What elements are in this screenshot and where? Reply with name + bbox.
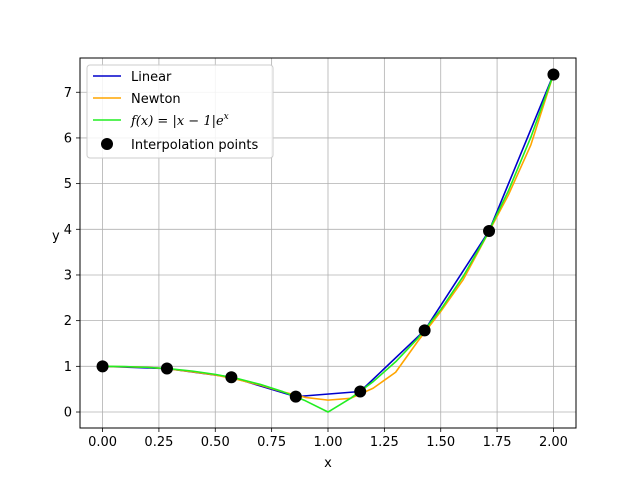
interpolation-point (160, 362, 173, 375)
legend-label-function: f(x) = |x − 1|ex (130, 112, 229, 129)
legend-label-function-exponent: x (224, 112, 229, 122)
interpolation-point (547, 68, 560, 81)
x-tick-label: 0.00 (88, 435, 117, 450)
interpolation-point (354, 385, 367, 398)
x-tick-label: 2.00 (539, 435, 568, 450)
y-axis-label: y (52, 229, 60, 244)
x-tick-label: 0.25 (144, 435, 173, 450)
x-tick-label: 1.75 (483, 435, 512, 450)
y-tick-label: 3 (64, 268, 72, 283)
legend-box (86, 64, 274, 159)
legend-label-points: Interpolation points (131, 138, 258, 153)
interpolation-point (225, 371, 238, 384)
x-tick-label: 1.25 (370, 435, 399, 450)
y-tick-label: 5 (64, 177, 72, 192)
legend-label-function-base: f(x) = |x − 1|e (130, 114, 224, 129)
y-tick-label: 4 (64, 223, 72, 238)
y-tick-label: 6 (64, 131, 72, 146)
interpolation-point (96, 360, 109, 373)
plot-area (96, 68, 560, 413)
y-tick-label: 1 (64, 360, 72, 375)
legend-label-linear: Linear (131, 70, 172, 85)
interpolation-point (483, 224, 496, 237)
y-tick-label: 7 (64, 86, 72, 101)
x-tick-label: 0.50 (201, 435, 230, 450)
ticks: 0.00 0.25 0.50 0.75 1.00 1.25 1.50 1.75 2.00 0 1 2 3… (64, 86, 568, 450)
y-tick-label: 0 (64, 406, 72, 421)
legend: Linear Newton f(x) = |x − 1|ex Interpola… (86, 64, 274, 159)
legend-marker-points (101, 138, 113, 150)
interpolation-point (289, 390, 302, 403)
x-axis-label: x (324, 456, 332, 471)
x-tick-label: 1.50 (426, 435, 455, 450)
x-tick-label: 0.75 (257, 435, 286, 450)
series-line-f-x-x-1-e (102, 74, 555, 413)
x-tick-label: 1.00 (314, 435, 343, 450)
y-tick-label: 2 (64, 314, 72, 329)
legend-label-newton: Newton (131, 92, 181, 107)
interpolation-point (418, 324, 431, 337)
